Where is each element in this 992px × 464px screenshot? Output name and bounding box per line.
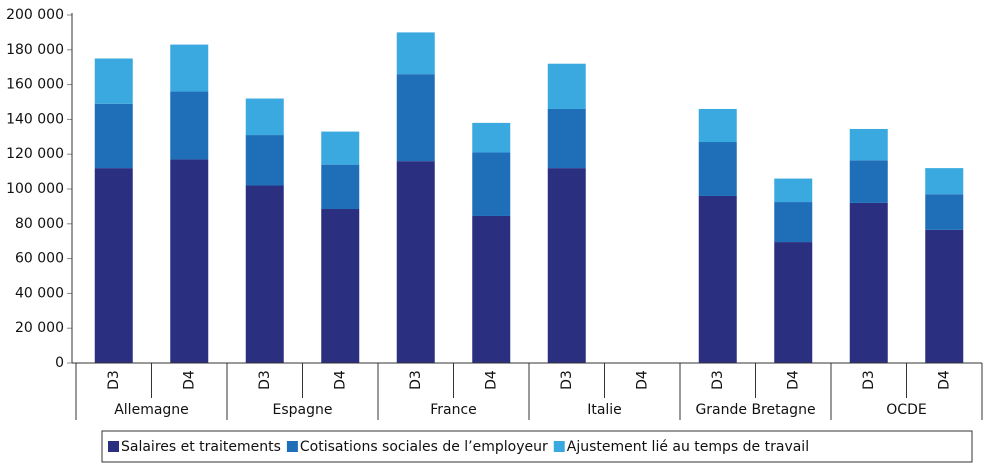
y-tick-label: 180 000	[6, 42, 64, 58]
y-tick-label: 140 000	[6, 111, 64, 127]
group-label: OCDE	[886, 402, 926, 418]
y-tick-label: 160 000	[6, 77, 64, 93]
bar-segment	[774, 178, 813, 203]
y-tick-label: 100 000	[6, 181, 64, 197]
y-tick-label: 120 000	[6, 146, 64, 162]
legend-swatch	[286, 441, 298, 452]
x-tick-label: D4	[634, 370, 650, 390]
legend-box	[101, 430, 973, 463]
legend: Salaires et traitements Cotisations socia…	[101, 430, 973, 463]
bar-segment	[849, 128, 888, 161]
bar-segment	[94, 58, 133, 104]
bar-segment	[774, 202, 813, 243]
x-tick-label: D3	[257, 370, 273, 390]
bar-segment	[547, 168, 586, 363]
x-tick-label: D3	[710, 370, 726, 390]
bar-segment	[547, 108, 586, 169]
bar-segment	[698, 195, 737, 363]
bar-segment	[94, 103, 133, 169]
bar-segment	[321, 131, 360, 165]
bar-segment	[472, 152, 511, 216]
x-tick-label: D4	[332, 370, 348, 390]
bar-segment	[396, 32, 435, 75]
legend-label: Salaires et traitements	[121, 439, 281, 455]
legend-swatch	[553, 441, 565, 452]
bar-segment	[170, 91, 209, 160]
y-tick-label: 20 000	[15, 320, 64, 336]
bar-segment	[321, 164, 360, 210]
group-label: France	[430, 402, 477, 418]
group-label: Allemagne	[114, 402, 189, 418]
group-label: Grande Bretagne	[695, 402, 815, 418]
group-label: Espagne	[273, 402, 333, 418]
bar-segment	[698, 108, 737, 143]
bar-segment	[925, 194, 964, 230]
bar-segment	[472, 122, 511, 153]
bar-segment	[170, 159, 209, 363]
x-tick-label: D4	[483, 370, 499, 390]
x-tick-label: D4	[785, 370, 801, 390]
bar-segment	[245, 98, 284, 136]
x-tick-label: D4	[181, 370, 197, 390]
group-label: Italie	[587, 402, 622, 418]
bar-segment	[925, 168, 964, 195]
bar-segment	[698, 142, 737, 196]
y-tick-label: 80 000	[15, 216, 64, 232]
legend-label: Ajustement lié au temps de travail	[567, 439, 809, 455]
legend-label: Cotisations sociales de l’employeur	[300, 439, 548, 455]
bar-segment	[849, 160, 888, 203]
bar-segment	[396, 161, 435, 363]
bar-segment	[547, 63, 586, 109]
legend-swatch	[108, 441, 119, 452]
bar-segment	[774, 242, 813, 363]
y-tick-label: 200 000	[6, 7, 64, 23]
x-tick-label: D3	[408, 370, 424, 390]
bar-segment	[925, 229, 964, 363]
x-tick-label: D4	[936, 370, 952, 390]
y-tick-label: 40 000	[15, 285, 64, 301]
bar-segment	[849, 202, 888, 363]
x-tick-label: D3	[559, 370, 575, 390]
x-tick-label: D3	[106, 370, 122, 390]
bar-segment	[396, 74, 435, 162]
bar-segment	[245, 135, 284, 186]
bar-segment	[245, 185, 284, 363]
bar-segment	[170, 44, 209, 92]
bar-segment	[472, 215, 511, 363]
bar-segment	[94, 168, 133, 363]
y-tick-label: 60 000	[15, 251, 64, 267]
y-tick-label: 0	[55, 355, 64, 371]
x-tick-label: D3	[861, 370, 877, 390]
bar-segment	[321, 209, 360, 363]
